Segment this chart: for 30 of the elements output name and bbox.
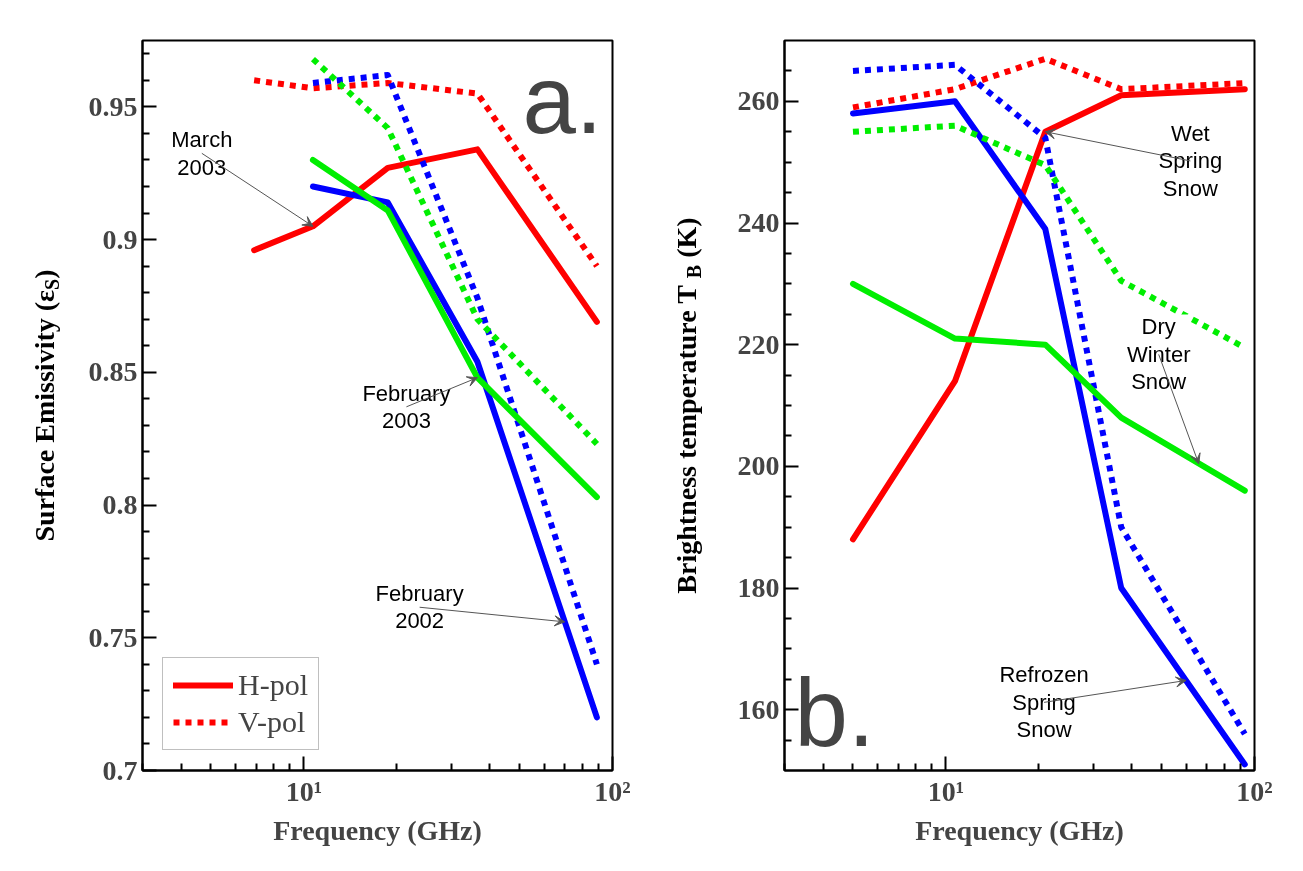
annotation: b. [794,658,875,766]
legend-label: H-pol [238,668,308,702]
x-tick-label: 10¹ [285,775,323,807]
y-tick-label: 260 [737,85,780,117]
y-tick-label: 0.95 [88,90,138,122]
y-tick-label: 0.8 [102,489,138,521]
annotation: February 2003 [362,380,451,434]
y-tick-label: 240 [737,207,780,238]
y-tick-label: 180 [737,572,780,603]
y-tick-label: 220 [737,328,780,360]
x-tick-label: 10² [1236,775,1273,807]
x-tick-label: 10² [594,775,631,807]
annotation: Dry Winter Snow [1126,314,1191,395]
y-tick-label: 200 [737,450,780,482]
x-axis-title: Frequency (GHz) [915,814,1124,846]
y-tick-label: 0.75 [88,621,138,653]
y-tick-label: 0.9 [102,223,138,255]
y-tick-label: 160 [737,693,780,725]
y-axis-title: Brightness temperature TB (K) [671,217,705,594]
annotation: March 2003 [171,127,233,180]
annotation: February 2002 [375,581,464,634]
legend-label: V-pol [238,705,306,739]
y-tick-label: 0.7 [102,754,138,786]
y-axis-title: Surface Emissivity (εS) [29,269,63,542]
x-tick-label: 10¹ [927,775,965,807]
annotation: Refrozen Spring Snow [999,662,1089,743]
x-axis-title: Frequency (GHz) [273,814,482,846]
annotation: a. [522,45,603,153]
y-tick-label: 0.85 [88,356,138,388]
annotation: Wet Spring Snow [1158,120,1223,201]
